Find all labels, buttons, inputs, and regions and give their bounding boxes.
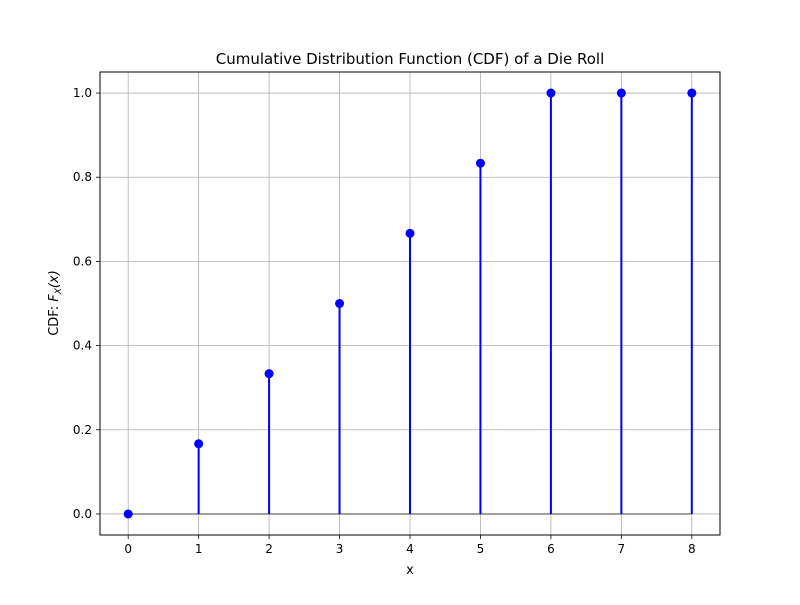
x-tick-label: 4 (406, 542, 414, 556)
x-tick-label: 6 (547, 542, 555, 556)
y-axis-label: CDF: FX(x) (47, 270, 64, 336)
stem-marker (687, 88, 697, 98)
y-tick-label: 0.4 (73, 339, 92, 353)
x-tick-label: 1 (195, 542, 203, 556)
stem-marker (546, 88, 556, 98)
x-tick-label: 0 (124, 542, 132, 556)
stem-marker (616, 88, 626, 98)
y-tick-label: 0.0 (73, 507, 92, 521)
x-tick-label: 7 (618, 542, 626, 556)
x-axis-ticks: 0 1 2 3 4 5 6 7 8 (124, 535, 696, 556)
y-axis-label-prefix: CDF: (47, 302, 62, 336)
x-tick-label: 5 (477, 542, 485, 556)
stem-marker (475, 158, 485, 168)
y-axis-label-sub: X (54, 287, 64, 295)
markers (123, 88, 697, 519)
y-axis-label-base: F (47, 294, 62, 302)
x-tick-label: 3 (336, 542, 344, 556)
y-tick-label: 0.2 (73, 423, 92, 437)
stem-marker (335, 299, 345, 308)
y-tick-label: 0.8 (73, 170, 92, 184)
stem-marker (194, 439, 204, 449)
chart-title: Cumulative Distribution Function (CDF) o… (216, 50, 605, 68)
stem-marker (123, 509, 133, 519)
stem-marker (405, 228, 415, 238)
y-axis-label-arg: (x) (47, 270, 62, 288)
x-axis-label: x (406, 563, 414, 578)
stem-marker (264, 369, 274, 379)
stems (197, 93, 693, 514)
y-tick-label: 1.0 (73, 86, 92, 100)
x-tick-label: 2 (265, 542, 273, 556)
y-tick-label: 0.6 (73, 254, 92, 268)
y-axis-ticks: 0.0 0.2 0.4 0.6 0.8 1.0 (73, 86, 100, 521)
x-tick-label: 8 (688, 542, 696, 556)
